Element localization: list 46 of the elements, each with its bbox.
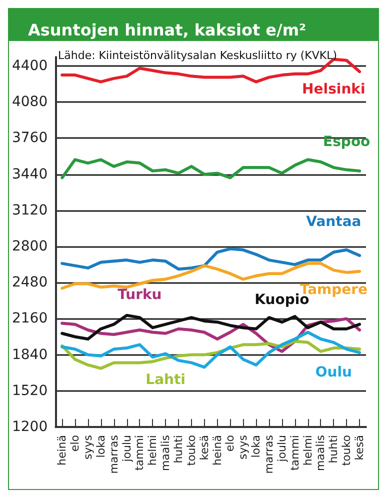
chart-subtitle: Lähde: Kiinteistönvälitysalan Keskusliitto ry (KVKL): [58, 49, 338, 62]
x-tick-label: maalis: [159, 434, 172, 472]
y-tick-label: 4400: [12, 58, 48, 74]
y-tick-label: 3120: [12, 202, 48, 218]
x-tick-label: heinä: [56, 435, 69, 466]
x-tick-label: marras: [262, 434, 276, 474]
x-tick-label: touko: [340, 434, 354, 466]
x-tick-label: huhti: [327, 435, 340, 464]
line-series: [60, 158, 362, 180]
series-label: Lahti: [146, 372, 186, 388]
x-tick-label: tammi: [133, 435, 146, 471]
line-series: [60, 247, 362, 271]
x-tick-label: tammi: [288, 435, 302, 471]
series-label: Oulu: [315, 364, 352, 380]
chart-title: Asuntojen hinnat, kaksiot e/m²: [28, 20, 306, 40]
x-tick-label: elo: [68, 434, 82, 452]
x-tick-label: syys: [81, 434, 94, 460]
x-tick-label: loka: [94, 435, 108, 458]
x-tick-label: maalis: [314, 434, 328, 472]
series-label: Espoo: [323, 134, 371, 150]
x-tick-label: syys: [236, 434, 250, 460]
x-tick-label: loka: [250, 435, 263, 458]
x-tick-label: touko: [184, 434, 198, 466]
y-tick-label: 1840: [12, 346, 48, 363]
y-tick-label: 1200: [12, 419, 48, 435]
y-tick-label: 2480: [12, 274, 48, 291]
x-tick-label: kesä: [198, 435, 211, 460]
series-label: Helsinki: [302, 81, 366, 98]
x-tick-label: helmi: [301, 435, 314, 466]
y-tick-label: 2800: [12, 238, 48, 255]
y-tick-label: 1520: [12, 382, 48, 399]
x-tick-label: helmi: [146, 435, 160, 466]
x-tick-label: joulu: [275, 435, 288, 463]
line-series: [60, 314, 362, 341]
text: Turku: [118, 286, 162, 303]
y-tick-label: 3440: [12, 166, 48, 182]
y-tick-label: 3760: [12, 130, 48, 146]
x-tick-label: elo: [224, 434, 237, 452]
x-tick-label: kesä: [353, 435, 366, 460]
y-tick-label: 4080: [12, 94, 48, 110]
x-tick-label: marras: [107, 434, 120, 474]
x-tick-label: heinä: [210, 435, 224, 466]
x-tick-label: huhti: [172, 435, 185, 464]
y-tick-label: 2160: [12, 310, 48, 327]
series-label: Vantaa: [306, 214, 362, 230]
x-tick-label: joulu: [120, 435, 134, 463]
